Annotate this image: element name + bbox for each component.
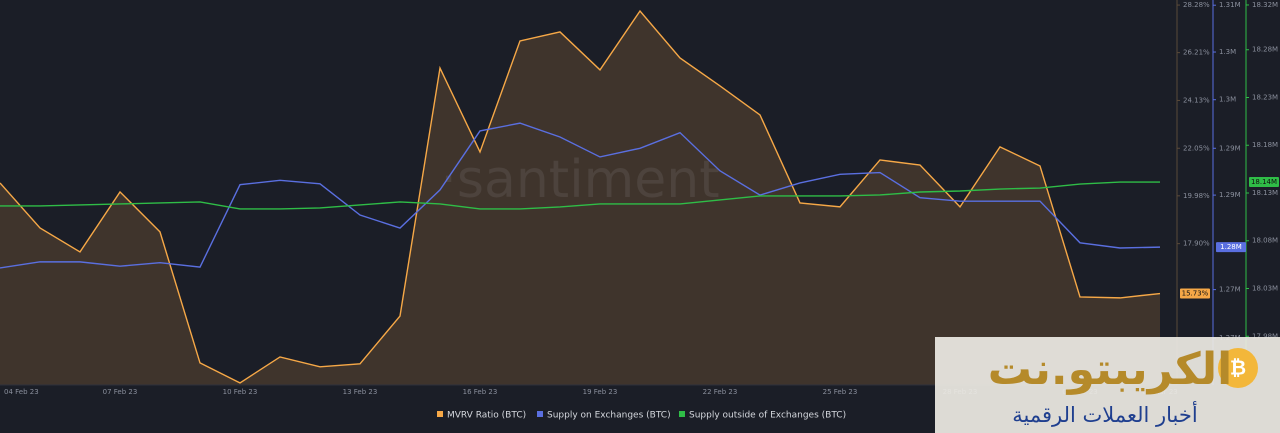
plot-area: [0, 9, 1161, 385]
value-label-box: [1180, 288, 1210, 299]
y-tick-label: 22.05%: [1183, 144, 1210, 152]
x-tick-label: 07 Feb 23: [103, 388, 138, 396]
y-tick-label: 17.90%: [1183, 240, 1210, 248]
y-tick-label: 18.32M: [1252, 1, 1278, 9]
legend-swatch: [537, 411, 543, 417]
y-tick-label: 1.3M: [1219, 96, 1236, 104]
value-label: 15.73%: [1182, 290, 1209, 298]
value-label: 1.28M: [1220, 243, 1242, 251]
x-tick-label: 13 Feb 23: [343, 388, 378, 396]
logo-coin: [1218, 348, 1258, 388]
x-tick-label: 25 Feb 23: [823, 388, 858, 396]
x-tick-label: 04 Feb 23: [4, 388, 39, 396]
y-tick-label: 18.13M: [1252, 189, 1278, 197]
y-tick-label: 1.27M: [1219, 286, 1241, 294]
legend-swatch: [679, 411, 685, 417]
y-tick-label: 26.21%: [1183, 49, 1210, 57]
logo-coin-symbol: ₿: [1230, 356, 1246, 380]
axes: 04 Feb 23 07 Feb 23 10 Feb 23 13 Feb 23 16 F…: [0, 0, 1279, 396]
logo-subtitle: أخبار العملات الرقمية: [1012, 401, 1197, 427]
x-tick-label: 10 Feb 23: [223, 388, 258, 396]
legend-label: Supply on Exchanges (BTC): [547, 411, 671, 421]
y-tick-label: 1.29M: [1219, 191, 1241, 199]
value-label-box: [1216, 242, 1246, 253]
y-tick-label: 1.29M: [1219, 144, 1241, 152]
watermark: ·santiment: [440, 150, 719, 210]
y-tick-label: 28.28%: [1183, 1, 1210, 9]
legend-label: Supply outside of Exchanges (BTC): [689, 411, 846, 421]
y-tick-label: 18.03M: [1252, 285, 1278, 293]
legend-label: MVRV Ratio (BTC): [447, 411, 526, 421]
y-tick-label: 1.31M: [1219, 1, 1241, 9]
line: [0, 122, 1161, 269]
y-tick-label: 19.98%: [1183, 192, 1210, 200]
y-tick-label: 18.23M: [1252, 93, 1278, 101]
y-tick-label: 18.18M: [1252, 141, 1278, 149]
logo-background: [935, 337, 1280, 433]
line: [0, 9, 1161, 384]
x-tick-label: 22 Feb 23: [703, 388, 738, 396]
legend: MVRV Ratio (BTC) Supply on Exchanges (BTC…: [437, 411, 846, 421]
x-tick-label: 16 Feb 23: [463, 388, 498, 396]
area: [0, 11, 1160, 385]
y-tick-label: 1.3M: [1219, 48, 1236, 56]
y-tick-label: 18.08M: [1252, 237, 1278, 245]
x-tick-label: 19 Feb 23: [583, 388, 618, 396]
y-tick-label: 17.98M: [1252, 332, 1278, 340]
legend-swatch: [437, 411, 443, 417]
y-tick-label: 18.28M: [1252, 46, 1278, 54]
overlay-logo: ₿ الكريبتو.نت أخبار العملات الرقمية: [935, 337, 1280, 433]
line: [0, 181, 1160, 210]
value-label: 18.14M: [1251, 178, 1277, 186]
logo-title: الكريبتو.نت: [988, 344, 1232, 395]
value-label-box: [1249, 177, 1279, 188]
y-tick-label: 24.13%: [1183, 96, 1210, 104]
